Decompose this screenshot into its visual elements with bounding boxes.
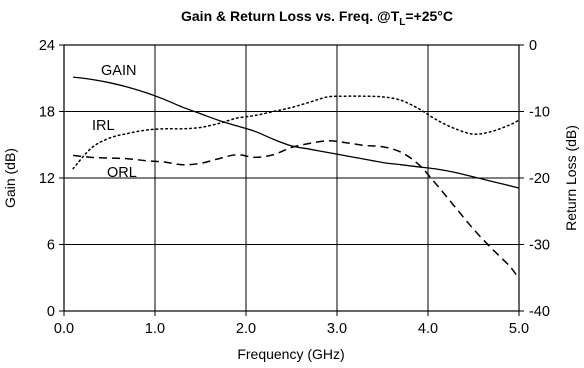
chart-title-suffix: =+25°C [405,8,453,24]
right-tick-label: 0 [529,38,537,54]
left-tick-label: 18 [39,105,55,121]
x-tick-label: 1.0 [145,321,165,337]
chart-title-subscript: L [399,17,405,28]
right-tick-label: -40 [529,304,550,320]
right-tick-label: -10 [529,105,550,121]
right-tick-label: -20 [529,171,550,187]
series-lines [72,76,520,280]
x-tick-label: 0.0 [54,321,74,337]
series-line-orl [73,140,520,280]
series-label-gain: GAIN [101,63,136,79]
x-tick-label: 2.0 [236,321,256,337]
left-axis-ticks: 0 6 12 18 24 [39,38,64,320]
left-tick-label: 6 [47,238,55,254]
left-tick-label: 0 [47,304,55,320]
x-axis-ticks: 0.0 1.0 2.0 3.0 4.0 5.0 [54,311,529,337]
series-label-orl: ORL [107,165,137,181]
series-label-irl: IRL [92,118,115,134]
series-line-irl [72,95,520,170]
left-axis-title: Gain (dB) [2,148,18,208]
grid-lines [64,45,519,311]
x-tick-label: 3.0 [327,321,347,337]
x-axis-title: Frequency (GHz) [237,346,344,362]
left-tick-label: 24 [39,38,55,54]
right-tick-label: -30 [529,238,550,254]
left-tick-label: 12 [39,171,55,187]
x-tick-label: 4.0 [418,321,438,337]
chart-title: Gain & Return Loss vs. Freq. @TL=+25°C [181,8,453,28]
right-axis-ticks: -40 -30 -20 -10 0 [519,38,550,320]
x-tick-label: 5.0 [509,321,529,337]
right-axis-title: Return Loss (dB) [563,125,579,231]
chart-title-main: Gain & Return Loss vs. Freq. @T [181,8,400,24]
series-line-gain [73,76,520,189]
